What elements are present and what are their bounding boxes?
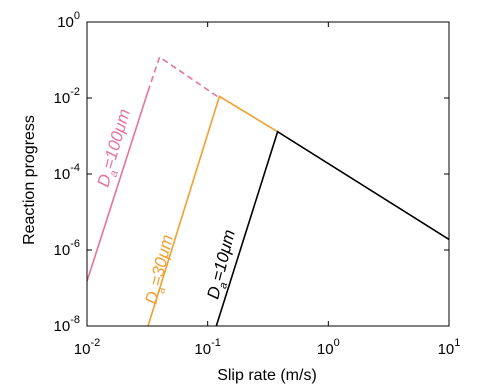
y-tick-label-3: 10-2 bbox=[54, 86, 80, 107]
series-layer bbox=[86, 55, 450, 327]
series-2-segment-0 bbox=[215, 130, 450, 327]
y-tick-label-0: 10-8 bbox=[54, 314, 80, 335]
x-tick-label-3: 101 bbox=[438, 337, 461, 358]
plot-frame bbox=[86, 21, 450, 327]
series-1-annotation: Da=30μm bbox=[141, 233, 180, 307]
y-tick-label-4: 100 bbox=[57, 10, 80, 31]
x-tick-label-2: 100 bbox=[317, 337, 340, 358]
series-0-segment-0 bbox=[86, 91, 149, 282]
series-0-segment-1 bbox=[147, 55, 218, 98]
series-0-annotation: Da=100μm bbox=[94, 107, 138, 190]
y-tick-label-1: 10-6 bbox=[54, 238, 80, 259]
ticks-layer bbox=[86, 21, 450, 327]
series-1-segment-0 bbox=[147, 95, 279, 327]
y-tick-label-2: 10-4 bbox=[54, 162, 80, 183]
x-tick-label-1: 10-1 bbox=[194, 337, 220, 358]
y-axis-label: Reaction progress bbox=[21, 115, 38, 245]
series-2-annotation: Da=10μm bbox=[203, 228, 242, 302]
labels-layer: 10-2 10-1 100 101 10-8 10-6 10-4 10-2 100 Da=100μ… bbox=[54, 10, 461, 358]
x-axis-label: Slip rate (m/s) bbox=[217, 367, 317, 384]
x-tick-label-0: 10-2 bbox=[74, 337, 100, 358]
